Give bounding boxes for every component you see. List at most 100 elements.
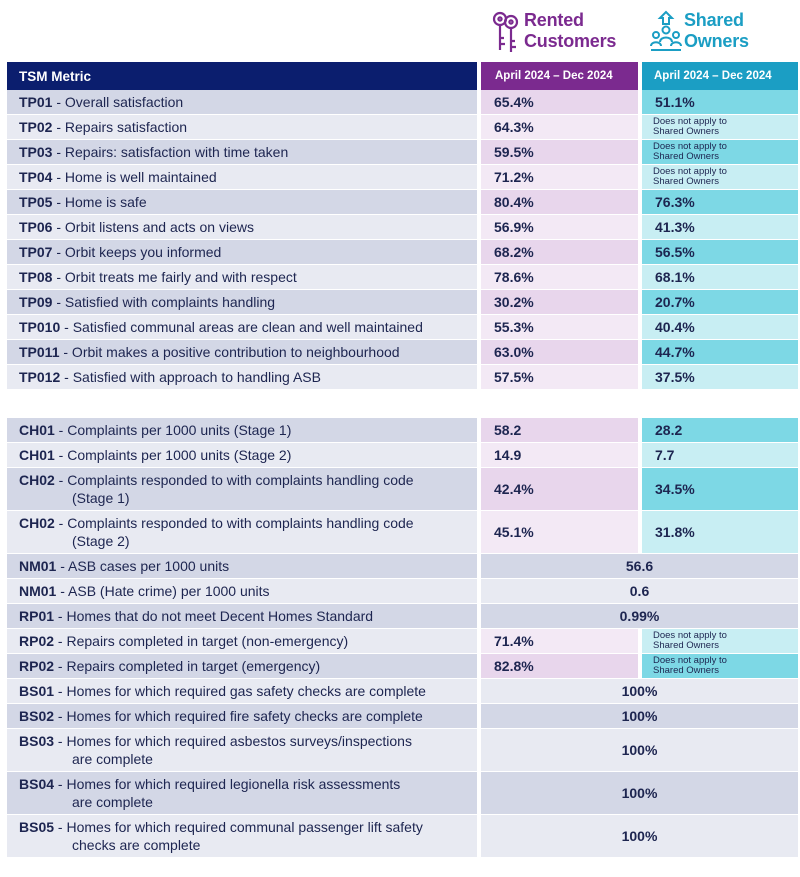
column-gap xyxy=(638,190,642,215)
metric-code: TP011 xyxy=(19,344,60,360)
metric-code: TP02 xyxy=(19,119,53,135)
shared-not-applicable-note: Does not apply to Shared Owners xyxy=(642,115,798,140)
metric-code: TP06 xyxy=(19,219,53,235)
metric-code: TP010 xyxy=(19,319,61,335)
note-line-1: Does not apply to xyxy=(653,141,727,152)
note-line-2: Shared Owners xyxy=(653,176,720,187)
metric-code: CH02 xyxy=(19,472,55,488)
metric-code: TP09 xyxy=(19,294,53,310)
table-row: TP02 - Repairs satisfaction 64.3% Does not… xyxy=(7,115,798,140)
table-row: CH01 - Complaints per 1000 units (Stage … xyxy=(7,443,798,468)
column-gap xyxy=(477,315,481,340)
shared-value: 41.3% xyxy=(642,215,798,240)
metric-cell: RP02 - Repairs completed in target (non-… xyxy=(7,629,477,654)
column-gap xyxy=(638,115,642,140)
shared-value: 68.1% xyxy=(642,265,798,290)
shared-title-line2: Owners xyxy=(684,31,749,51)
metric-label: - Repairs: satisfaction with time taken xyxy=(52,144,289,160)
combined-value: 100% xyxy=(481,679,798,704)
tsm-metric-header: TSM Metric xyxy=(7,62,477,90)
column-gap xyxy=(477,365,481,390)
shared-title-line1: Shared xyxy=(684,10,744,30)
metric-label: - Overall satisfaction xyxy=(52,94,184,110)
rented-value: 58.2 xyxy=(481,418,638,443)
metric-label: - Orbit treats me fairly and with respec… xyxy=(52,269,297,285)
table-row: TP03 - Repairs: satisfaction with time t… xyxy=(7,140,798,165)
shared-not-applicable-note: Does not apply to Shared Owners xyxy=(642,140,798,165)
column-gap xyxy=(638,215,642,240)
metric-cell: BS02 - Homes for which required fire saf… xyxy=(7,704,477,729)
column-gap xyxy=(477,90,481,115)
shared-not-applicable-note: Does not apply to Shared Owners xyxy=(642,165,798,190)
table-row: RP01 - Homes that do not meet Decent Hom… xyxy=(7,604,798,629)
combined-value: 0.99% xyxy=(481,604,798,629)
column-gap xyxy=(477,629,481,654)
table-row: TP010 - Satisfied communal areas are cle… xyxy=(7,315,798,340)
metric-label: - Satisfied with complaints handling xyxy=(52,294,276,310)
table-row: CH01 - Complaints per 1000 units (Stage … xyxy=(7,418,798,443)
column-gap xyxy=(638,654,642,679)
column-gap xyxy=(477,511,481,554)
table-row: NM01 - ASB (Hate crime) per 1000 units 0.… xyxy=(7,579,798,604)
metric-code: TP012 xyxy=(19,369,61,385)
rented-value: 59.5% xyxy=(481,140,638,165)
table-row: BS05 - Homes for which required communal… xyxy=(7,815,798,858)
table-row: TP04 - Home is well maintained 71.2% Does … xyxy=(7,165,798,190)
shared-value: 56.5% xyxy=(642,240,798,265)
metric-cell: BS05 - Homes for which required communal… xyxy=(7,815,477,858)
column-gap xyxy=(638,365,642,390)
metric-cell: TP011 - Orbit makes a positive contribut… xyxy=(7,340,477,365)
tsm-operational-table: CH01 - Complaints per 1000 units (Stage … xyxy=(7,418,798,858)
rented-value: 30.2% xyxy=(481,290,638,315)
column-gap xyxy=(638,165,642,190)
column-gap xyxy=(477,215,481,240)
table-row: TP08 - Orbit treats me fairly and with r… xyxy=(7,265,798,290)
column-gap xyxy=(477,290,481,315)
column-gap xyxy=(638,90,642,115)
metric-label: - Orbit keeps you informed xyxy=(52,244,222,260)
column-gap xyxy=(477,704,481,729)
table-row: TP011 - Orbit makes a positive contribut… xyxy=(7,340,798,365)
metric-code: BS03 xyxy=(19,733,55,749)
metric-cell: TP05 - Home is safe xyxy=(7,190,477,215)
table-row: RP02 - Repairs completed in target (non-… xyxy=(7,629,798,654)
metric-code: BS02 xyxy=(19,708,55,724)
column-gap xyxy=(638,443,642,468)
rented-value: 57.5% xyxy=(481,365,638,390)
column-gap xyxy=(477,729,481,772)
column-gap xyxy=(477,443,481,468)
column-gap xyxy=(638,418,642,443)
shared-value: 44.7% xyxy=(642,340,798,365)
metric-label-continued: are complete xyxy=(72,751,153,767)
metric-code: TP08 xyxy=(19,269,53,285)
table-header-row: TSM Metric April 2024 – Dec 2024 April 2… xyxy=(7,62,798,90)
rented-value: 68.2% xyxy=(481,240,638,265)
shared-value: 76.3% xyxy=(642,190,798,215)
combined-value: 100% xyxy=(481,815,798,858)
table-row: TP012 - Satisfied with approach to handl… xyxy=(7,365,798,390)
table-row: TP06 - Orbit listens and acts on views 56… xyxy=(7,215,798,240)
combined-value: 100% xyxy=(481,772,798,815)
keys-icon xyxy=(492,11,519,52)
metric-cell: CH02 - Complaints responded to with comp… xyxy=(7,511,477,554)
column-gap xyxy=(477,418,481,443)
metric-code: NM01 xyxy=(19,583,57,599)
metric-label: - Complaints per 1000 units (Stage 1) xyxy=(54,422,292,438)
metric-label-continued: are complete xyxy=(72,794,153,810)
metric-cell: BS01 - Homes for which required gas safe… xyxy=(7,679,477,704)
table-row: TP05 - Home is safe 80.4% 76.3% xyxy=(7,190,798,215)
metric-label: - Orbit makes a positive contribution to… xyxy=(59,344,400,360)
rented-title-line1: Rented xyxy=(524,10,584,30)
metric-code: BS01 xyxy=(19,683,55,699)
rented-value: 45.1% xyxy=(481,511,638,554)
note-line-2: Shared Owners xyxy=(653,126,720,137)
metric-label-continued: (Stage 2) xyxy=(72,533,130,549)
metric-cell: TP02 - Repairs satisfaction xyxy=(7,115,477,140)
metric-cell: TP07 - Orbit keeps you informed xyxy=(7,240,477,265)
column-gap xyxy=(638,290,642,315)
metric-code: CH01 xyxy=(19,447,55,463)
shared-value: 51.1% xyxy=(642,90,798,115)
rented-value: 56.9% xyxy=(481,215,638,240)
metric-code: TP03 xyxy=(19,144,53,160)
metric-label: - Complaints responded to with complaint… xyxy=(54,515,414,531)
